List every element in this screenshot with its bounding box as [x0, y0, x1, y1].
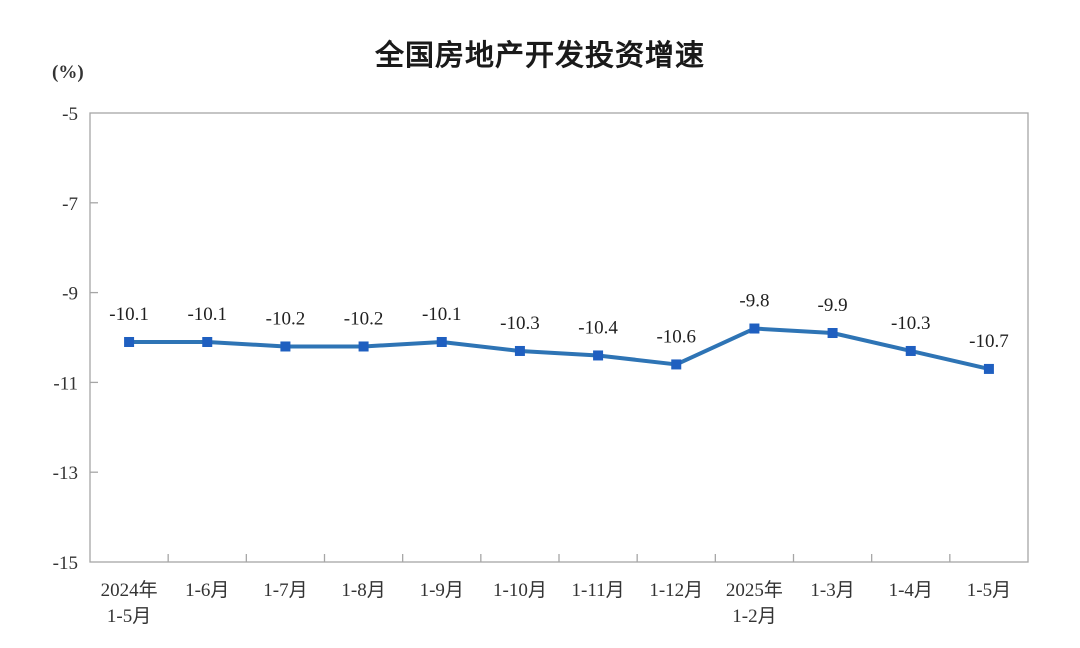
x-axis-category-label: 1-4月 [889, 580, 933, 601]
y-axis-tick-label: -9 [62, 284, 78, 305]
y-axis-tick-label: -11 [53, 373, 78, 394]
data-point-label: -10.1 [187, 304, 227, 325]
x-axis-category-label: 1-8月 [341, 580, 385, 601]
x-axis-category-label: 1-11月 [572, 580, 625, 601]
y-axis-unit-label: (%) [52, 62, 84, 83]
data-point-marker [593, 350, 604, 361]
data-point-label: -10.3 [500, 313, 540, 334]
data-point-label: -10.2 [266, 308, 306, 329]
data-point-marker [671, 359, 682, 370]
trend-line [127, 326, 991, 371]
x-axis-category-label: 1-10月 [493, 580, 547, 601]
y-axis-tick-label: -7 [62, 194, 78, 215]
data-point-marker [124, 336, 135, 347]
data-point-marker [983, 363, 994, 374]
data-point-marker [280, 341, 291, 352]
x-axis-category-label: 1-9月 [420, 580, 464, 601]
data-point-marker [905, 345, 916, 356]
data-point-marker [827, 328, 838, 339]
data-point-label: -9.9 [818, 295, 848, 316]
x-axis-category-label: 1-12月 [649, 580, 703, 601]
data-point-label: -10.4 [578, 317, 618, 338]
data-point-marker [202, 336, 213, 347]
x-axis-category-label: 2024年 1-5月 [101, 579, 158, 627]
y-axis-tick-label: -15 [53, 553, 78, 574]
data-point-label: -10.2 [344, 308, 384, 329]
data-point-marker [358, 341, 369, 352]
y-axis-tick-label: -13 [53, 463, 78, 484]
plot-border [89, 112, 1029, 563]
x-axis-category-label: 1-6月 [185, 580, 229, 601]
x-axis-category-label: 1-7月 [263, 580, 307, 601]
data-point-label: -10.7 [969, 331, 1009, 352]
data-point-label: -10.3 [891, 313, 931, 334]
x-axis-category-label: 2025年 1-2月 [726, 579, 783, 627]
x-axis-category-label: 1-3月 [810, 580, 854, 601]
data-point-marker [514, 345, 525, 356]
y-axis-tick-label: -5 [62, 104, 78, 125]
chart-title: 全国房地产开发投资增速 [374, 40, 705, 72]
data-point-marker [749, 323, 760, 334]
data-point-marker [436, 336, 447, 347]
data-point-label: -10.1 [422, 304, 462, 325]
data-point-label: -10.1 [109, 304, 149, 325]
data-point-label: -9.8 [739, 291, 769, 312]
data-point-label: -10.6 [656, 326, 696, 347]
x-axis-category-label: 1-5月 [967, 580, 1011, 601]
